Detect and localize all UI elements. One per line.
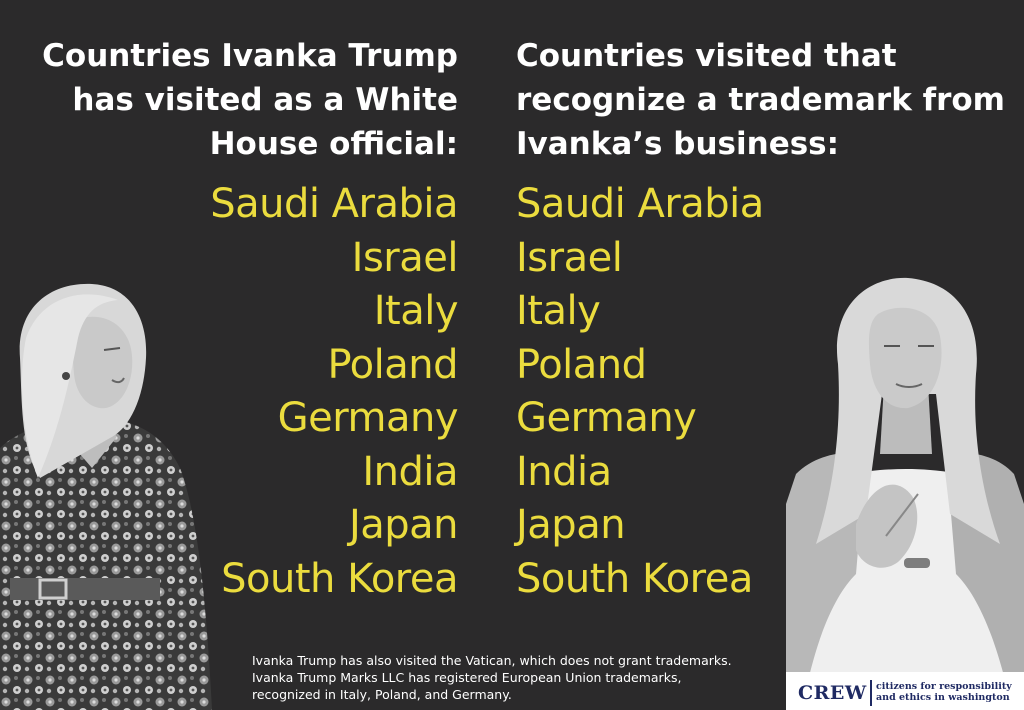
footnote-line: recognized in Italy, Poland, and Germany…: [252, 687, 512, 702]
country-item: Poland: [516, 341, 647, 388]
logo-mark: CREW: [798, 682, 867, 704]
logo-tagline: citizens for responsibility and ethics i…: [876, 681, 1021, 703]
country-item: Italy: [373, 288, 459, 334]
country-item: Israel: [516, 234, 623, 281]
right-column-heading: Countries visited that recognize a trade…: [516, 38, 1005, 162]
country-item: Saudi Arabia: [210, 181, 458, 227]
footnote-line: Ivanka Trump Marks LLC has registered Eu…: [252, 670, 682, 685]
country-item: India: [362, 448, 458, 495]
left-portrait-photo: [0, 283, 212, 710]
right-portrait-photo: [786, 277, 1024, 710]
country-item: South Korea: [516, 555, 753, 602]
country-item: Israel: [351, 234, 459, 281]
country-item: Saudi Arabia: [516, 181, 764, 227]
country-item: South Korea: [221, 555, 458, 602]
country-item: Italy: [516, 288, 601, 334]
country-item: India: [516, 448, 612, 495]
visited-countries-list: Saudi Arabia Israel Italy Poland Germany…: [78, 178, 458, 606]
logo-divider: [870, 680, 872, 706]
country-item: Japan: [516, 502, 626, 548]
logo-tagline-line: citizens for responsibility: [876, 681, 1012, 692]
footnote: Ivanka Trump has also visited the Vatica…: [252, 652, 772, 703]
country-item: Japan: [348, 502, 459, 548]
country-item: Germany: [277, 395, 459, 441]
trademark-countries-list: Saudi Arabia Israel Italy Poland Germany…: [516, 178, 916, 606]
logo-tagline-line: and ethics in washington: [876, 692, 1010, 703]
crew-logo: CREW citizens for responsibility and eth…: [786, 672, 1024, 710]
footnote-line: Ivanka Trump has also visited the Vatica…: [252, 653, 732, 668]
country-item: Poland: [327, 341, 458, 388]
country-item: Germany: [516, 395, 697, 441]
left-column-heading: Countries Ivanka Trump has visited as a …: [42, 38, 458, 162]
